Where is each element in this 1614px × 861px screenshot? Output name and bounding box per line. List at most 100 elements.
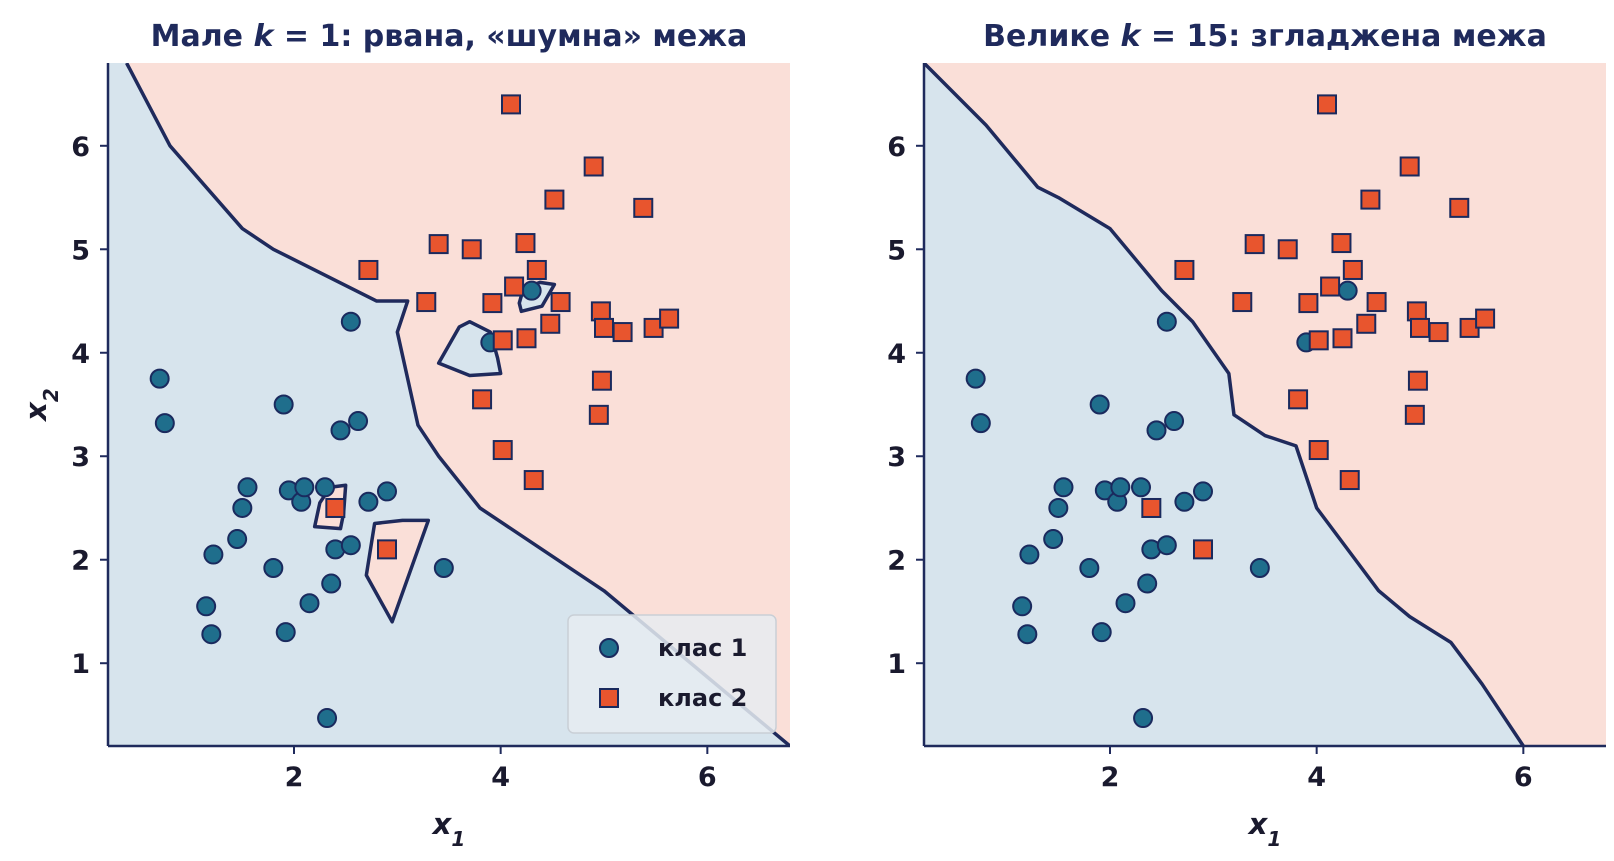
x-tick-label: 6	[698, 762, 717, 793]
point-class-2	[416, 292, 437, 313]
point-class-2	[594, 317, 614, 338]
point-class-2	[523, 470, 544, 491]
point-class-2	[588, 404, 609, 425]
point-class-2	[612, 322, 633, 343]
point-class-1	[1089, 394, 1110, 415]
point-class-1	[1164, 411, 1185, 432]
point-class-1	[232, 497, 253, 518]
point-class-2	[1332, 328, 1353, 349]
point-class-2	[501, 94, 521, 115]
point-class-2	[633, 197, 654, 218]
point-class-1	[1079, 558, 1100, 579]
legend-box	[567, 614, 777, 734]
x-tick-label: 2	[1101, 762, 1120, 793]
point-class-2	[1141, 497, 1162, 518]
y-tick-label: 2	[887, 546, 906, 577]
point-class-1	[263, 558, 284, 579]
point-class-1	[1193, 481, 1213, 502]
point-class-2	[1331, 233, 1352, 254]
x-tick-label: 4	[1307, 762, 1326, 793]
point-class-2	[1428, 322, 1449, 343]
point-class-1	[275, 622, 296, 643]
point-class-1	[433, 558, 454, 579]
point-class-2	[325, 497, 346, 518]
legend: клас 1 клас 2	[567, 614, 777, 734]
legend-label: клас 1	[658, 634, 747, 662]
point-class-2	[482, 293, 503, 314]
x-tick-label: 6	[1514, 762, 1533, 793]
y-tick-label: 4	[71, 339, 90, 370]
point-class-2	[1277, 239, 1298, 260]
point-class-1	[965, 368, 986, 389]
point-class-1	[273, 394, 294, 415]
point-class-1	[1017, 624, 1038, 645]
point-class-1	[1110, 477, 1131, 498]
point-class-1	[1146, 420, 1167, 441]
point-class-1	[196, 596, 217, 617]
point-class-2	[1410, 317, 1430, 338]
point-class-2	[526, 259, 547, 280]
point-class-1	[1174, 491, 1195, 512]
point-class-2	[1308, 440, 1329, 461]
point-class-2	[1449, 197, 1470, 218]
point-class-1	[348, 411, 369, 432]
point-class-1	[358, 491, 379, 512]
point-class-2	[1475, 308, 1496, 329]
region-class-1	[924, 63, 1524, 746]
point-class-2	[659, 308, 680, 329]
x-tick-label: 4	[491, 762, 510, 793]
point-class-1	[154, 413, 175, 434]
legend-marker-class-1	[599, 638, 619, 658]
point-class-1	[1337, 280, 1358, 301]
x-axis-label: x1	[1247, 807, 1282, 851]
chart-panel-2: 2 4 6 1 2 3 4 5 6 x1 Велике k = 15: згладжена межа	[887, 19, 1606, 851]
y-axis-label: x2	[19, 388, 63, 423]
point-class-1	[1043, 529, 1064, 550]
point-class-1	[1091, 622, 1112, 643]
y-tick-label: 3	[71, 442, 90, 473]
point-class-2	[1339, 470, 1360, 491]
point-class-2	[590, 301, 611, 322]
point-class-1	[203, 544, 224, 565]
point-class-1	[970, 413, 991, 434]
point-class-2	[1193, 539, 1213, 560]
y-tick-label: 5	[71, 235, 90, 266]
point-class-2	[1244, 234, 1265, 255]
decision-boundary	[125, 63, 790, 746]
point-class-2	[591, 370, 612, 391]
point-class-1	[299, 593, 320, 614]
point-class-1	[237, 477, 258, 498]
x-axis-label: x1	[431, 807, 466, 851]
point-class-2	[358, 259, 379, 280]
y-tick-label: 5	[887, 235, 906, 266]
point-class-2	[540, 313, 561, 334]
point-class-1	[227, 529, 248, 550]
point-class-1	[340, 535, 361, 556]
legend-marker-class-2	[599, 688, 619, 708]
point-class-2	[428, 234, 449, 255]
y-tick-label: 1	[71, 649, 90, 680]
point-class-2	[516, 328, 537, 349]
point-class-1	[201, 624, 222, 645]
point-class-1	[294, 477, 315, 498]
point-class-1	[1019, 544, 1040, 565]
point-class-2	[1320, 276, 1341, 297]
point-class-2	[1404, 404, 1425, 425]
point-class-2	[377, 539, 397, 560]
point-class-1	[1115, 593, 1136, 614]
point-class-2	[1317, 94, 1337, 115]
point-class-2	[1308, 330, 1329, 351]
point-class-2	[1298, 293, 1319, 314]
point-class-2	[492, 330, 513, 351]
x-tick-label: 2	[285, 762, 304, 793]
point-class-1	[1131, 477, 1151, 498]
point-class-2	[1406, 301, 1427, 322]
y-tick-label: 6	[71, 132, 90, 163]
point-class-1	[315, 477, 335, 498]
point-class-1	[340, 311, 361, 332]
point-class-1	[1137, 573, 1158, 594]
point-class-1	[377, 481, 397, 502]
point-class-2	[461, 239, 482, 260]
point-class-2	[544, 189, 565, 210]
point-class-2	[1174, 259, 1195, 280]
